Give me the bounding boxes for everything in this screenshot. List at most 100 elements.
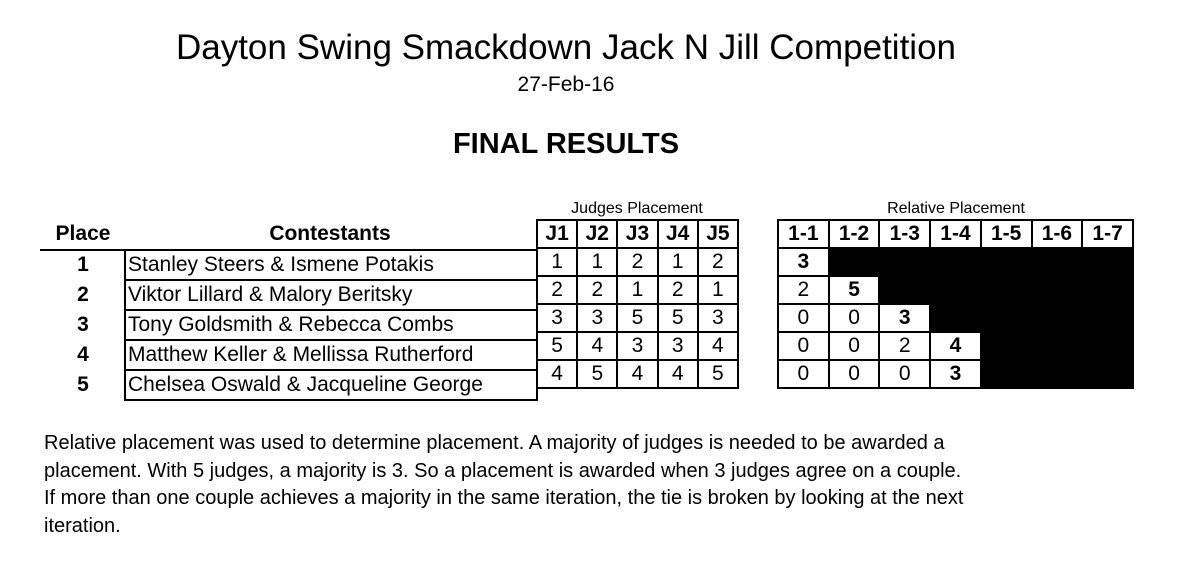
- relative-header-row: 1-1 1-2 1-3 1-4 1-5 1-6 1-7: [777, 219, 1134, 249]
- blackout-cell: [929, 275, 982, 305]
- judge-header: J4: [656, 219, 699, 249]
- judge-score: 5: [656, 303, 699, 333]
- blackout-cell: [878, 275, 932, 305]
- judge-score: 1: [576, 247, 619, 277]
- results-heading: FINAL RESULTS: [452, 128, 680, 160]
- relative-count: 0: [878, 359, 932, 389]
- judge-score: 2: [616, 247, 659, 277]
- judge-score: 1: [616, 275, 659, 305]
- judges-header-row: J1 J2 J3 J4 J5: [535, 219, 740, 249]
- judge-score: 2: [535, 275, 579, 305]
- blackout-cell: [1081, 247, 1134, 277]
- judge-header: J2: [576, 219, 619, 249]
- paragraph-line: placement. With 5 judges, a majority is …: [44, 459, 962, 482]
- judge-header: J5: [696, 219, 740, 249]
- relative-count: 0: [827, 331, 881, 361]
- relative-header: 1-3: [878, 219, 932, 249]
- blackout-cell: [1030, 359, 1084, 389]
- blackout-cell: [827, 247, 881, 277]
- relative-count: 2: [878, 331, 932, 361]
- blackout-cell: [1030, 303, 1084, 333]
- table-row: 0 0 0 3: [777, 359, 1134, 389]
- blackout-cell: [1030, 275, 1084, 305]
- blackout-cell: [979, 275, 1033, 305]
- blackout-cell: [1081, 303, 1134, 333]
- relative-count: 0: [777, 359, 830, 389]
- judge-score: 5: [616, 303, 659, 333]
- table-row: 5 4 3 3 4: [535, 331, 740, 361]
- contestant-box: [124, 369, 538, 401]
- place-number: 2: [77, 283, 89, 306]
- page-title: Dayton Swing Smackdown Jack N Jill Compe…: [175, 28, 957, 67]
- judge-score: 4: [656, 359, 699, 389]
- relative-count: 0: [827, 303, 881, 333]
- relative-placement-table: 1-1 1-2 1-3 1-4 1-5 1-6 1-7 3 2 5 0 0 3 …: [777, 219, 1134, 389]
- header-divider: [40, 249, 124, 251]
- relative-header: 1-7: [1081, 219, 1134, 249]
- event-date: 27-Feb-16: [517, 73, 615, 96]
- judge-score: 4: [576, 331, 619, 361]
- judge-score: 1: [656, 247, 699, 277]
- judge-score: 5: [576, 359, 619, 389]
- contestant-name: Stanley Steers & Ismene Potakis: [128, 253, 434, 276]
- contestants-header: Contestants: [269, 222, 391, 245]
- judge-score: 5: [535, 331, 579, 361]
- judge-score: 3: [535, 303, 579, 333]
- blackout-cell: [878, 247, 932, 277]
- table-row: 2 5: [777, 275, 1134, 305]
- explanation-paragraph: Relative placement was used to determine…: [44, 430, 1144, 540]
- blackout-cell: [1030, 247, 1084, 277]
- table-row: 2 2 1 2 1: [535, 275, 740, 305]
- table-row: 3 3 5 5 3: [535, 303, 740, 333]
- paragraph-line: Relative placement was used to determine…: [44, 432, 945, 454]
- judge-score: 1: [696, 275, 740, 305]
- relative-count: 0: [777, 303, 830, 333]
- blackout-cell: [1081, 359, 1134, 389]
- blackout-cell: [979, 247, 1033, 277]
- relative-header: 1-1: [777, 219, 830, 249]
- relative-count: 2: [777, 275, 830, 305]
- table-row: 4 5 4 4 5: [535, 359, 740, 389]
- place-number: 3: [77, 313, 89, 336]
- judge-header: J3: [616, 219, 659, 249]
- blackout-cell: [929, 247, 982, 277]
- judge-score: 5: [696, 359, 740, 389]
- relative-count-awarded: 3: [878, 303, 932, 333]
- place-number: 5: [77, 373, 89, 396]
- contestant-name: Tony Goldsmith & Rebecca Combs: [128, 313, 454, 336]
- blackout-cell: [929, 303, 982, 333]
- blackout-cell: [1081, 275, 1134, 305]
- blackout-cell: [979, 359, 1033, 389]
- contestant-name: Chelsea Oswald & Jacqueline George: [128, 373, 483, 396]
- judge-score: 3: [696, 303, 740, 333]
- relative-count: 0: [827, 359, 881, 389]
- judge-score: 2: [696, 247, 740, 277]
- place-header: Place: [55, 222, 111, 245]
- relative-header: 1-6: [1030, 219, 1084, 249]
- table-row: 3: [777, 247, 1134, 277]
- table-row: 1 1 2 1 2: [535, 247, 740, 277]
- blackout-cell: [979, 331, 1033, 361]
- judge-score: 4: [535, 359, 579, 389]
- judge-score: 2: [656, 275, 699, 305]
- judge-score: 3: [576, 303, 619, 333]
- relative-count-awarded: 3: [929, 359, 982, 389]
- table-row: 0 0 2 4: [777, 331, 1134, 361]
- judge-score: 2: [576, 275, 619, 305]
- judges-placement-label: Judges Placement: [571, 200, 703, 217]
- judge-score: 3: [656, 331, 699, 361]
- contestant-name: Matthew Keller & Mellissa Rutherford: [128, 343, 474, 366]
- relative-header: 1-4: [929, 219, 982, 249]
- judge-score: 1: [535, 247, 579, 277]
- place-number: 1: [77, 253, 89, 276]
- table-row: 0 0 3: [777, 303, 1134, 333]
- judges-placement-table: J1 J2 J3 J4 J5 1 1 2 1 2 2 2 1 2 1 3 3 5…: [535, 219, 740, 389]
- paragraph-line: iteration.: [44, 514, 121, 537]
- paragraph-line: If more than one couple achieves a major…: [44, 487, 964, 509]
- relative-count-awarded: 3: [777, 247, 830, 277]
- contestant-name: Viktor Lillard & Malory Beritsky: [128, 283, 413, 306]
- blackout-cell: [1081, 331, 1134, 361]
- place-number: 4: [77, 343, 89, 366]
- judge-score: 3: [616, 331, 659, 361]
- blackout-cell: [979, 303, 1033, 333]
